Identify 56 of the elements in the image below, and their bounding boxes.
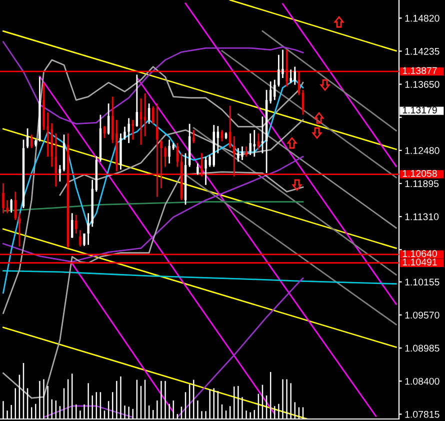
candlestick — [148, 102, 150, 125]
candlestick — [274, 79, 276, 101]
candlestick — [87, 212, 90, 246]
y-tick-label: 1.08400 — [405, 378, 440, 385]
y-tick-label: 1.14820 — [405, 14, 440, 22]
candlestick — [278, 54, 280, 88]
candlestick — [241, 146, 244, 161]
y-tick-label: 1.11310 — [405, 213, 439, 220]
ref-line-label: 1.10491 — [402, 258, 437, 266]
line-series — [59, 119, 304, 196]
text: 1.13179 — [402, 106, 437, 114]
line-series — [2, 171, 304, 399]
candlestick — [79, 229, 82, 248]
candlestick — [10, 198, 12, 214]
candlestick — [164, 146, 166, 168]
candlestick — [208, 154, 211, 168]
candlestick — [70, 212, 74, 239]
candlestick — [294, 66, 296, 86]
candlestick — [124, 126, 126, 140]
ref-line-label: 1.12058 — [402, 170, 437, 177]
candlestick — [249, 132, 252, 156]
line-series — [2, 270, 397, 285]
line-series — [176, 278, 304, 418]
candlestick — [83, 232, 86, 247]
line-series — [2, 41, 304, 125]
candlestick — [58, 164, 62, 182]
candlestick — [103, 125, 106, 139]
y-tick-label: 1.09570 — [405, 312, 440, 319]
candlestick — [128, 117, 130, 144]
candlestick — [290, 68, 292, 84]
line-series — [2, 59, 304, 314]
y-tick-label: 1.07815 — [405, 410, 440, 418]
y-tick-label: 1.13650 — [405, 80, 440, 88]
line-series — [2, 201, 304, 212]
candlestick — [107, 102, 110, 136]
candlestick — [75, 214, 78, 234]
candlestick — [245, 146, 248, 158]
ref-line-label: 1.10640 — [402, 250, 437, 258]
y-tick-label: 1.10155 — [405, 278, 440, 286]
candlestick — [196, 162, 199, 176]
candlestick — [302, 89, 304, 116]
y-tick-label: 1.11895 — [405, 180, 439, 188]
y-tick-label: 1.14235 — [405, 48, 440, 55]
ref-line-label: 1.13877 — [402, 67, 437, 74]
line-series — [2, 156, 304, 262]
candlestick — [2, 182, 4, 214]
candlestick — [237, 147, 240, 162]
y-tick-label: 1.08985 — [405, 344, 440, 352]
candlestick — [168, 138, 170, 164]
candlestick — [144, 92, 146, 137]
candlestick — [253, 129, 256, 158]
candlestick — [204, 156, 207, 186]
y-tick-label: 1.12480 — [405, 147, 440, 154]
candlestick — [140, 98, 142, 146]
candlestick — [14, 190, 17, 221]
candlestick — [192, 129, 195, 144]
